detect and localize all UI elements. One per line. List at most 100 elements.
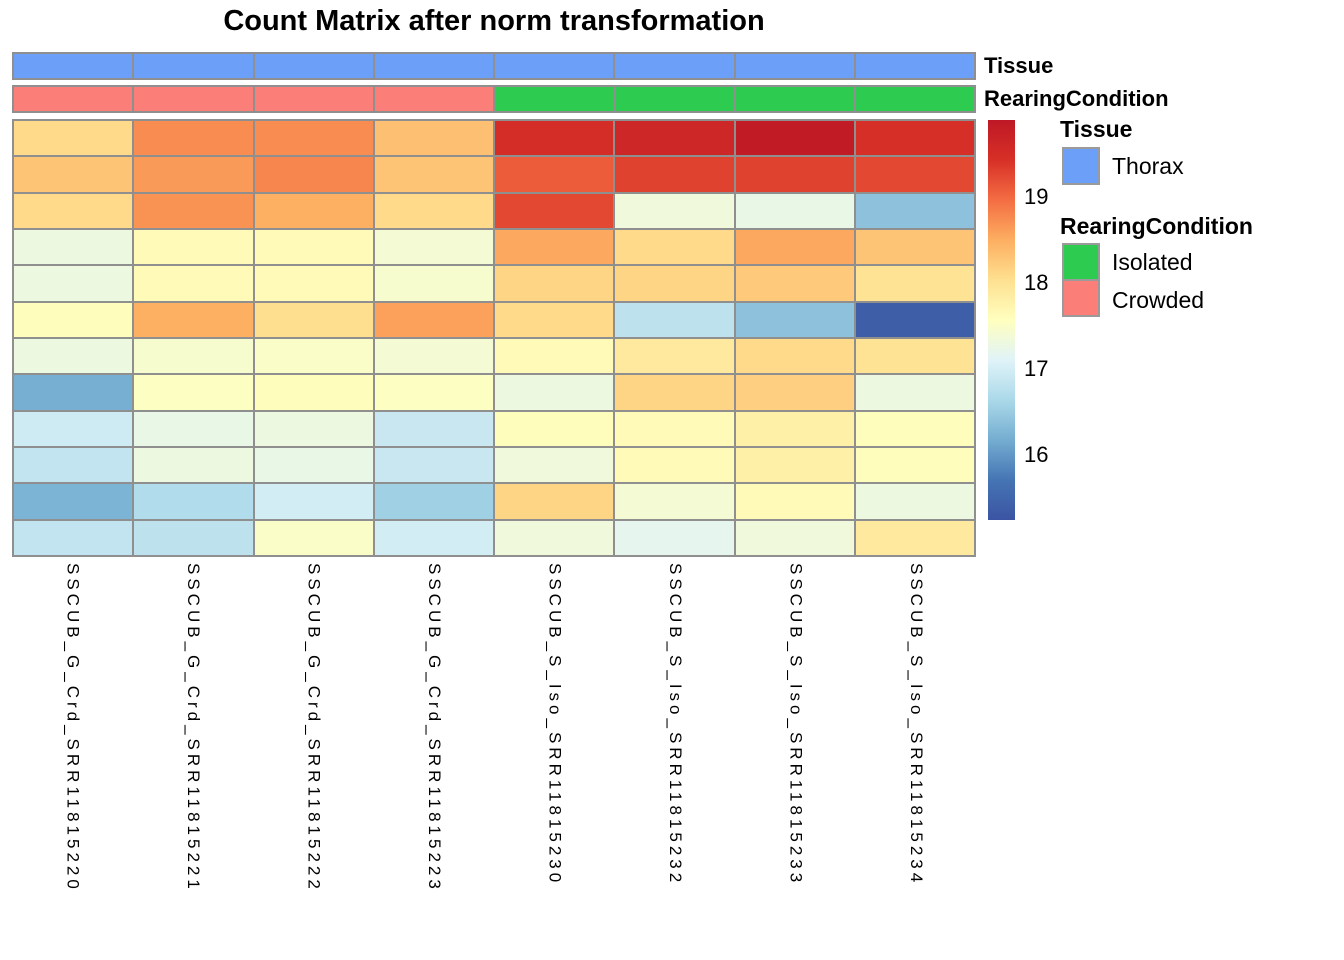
heatmap-cell-r12-c3	[254, 520, 373, 555]
heatmap-cell-r8-c5	[495, 375, 614, 410]
heatmap-cell-r6-c4	[374, 302, 493, 337]
heatmap-cell-r9-c3	[254, 411, 373, 446]
rearing-annotation-cell-6	[615, 87, 734, 111]
heatmap-cell-r9-c8	[855, 411, 974, 446]
heatmap-cell-r12-c8	[855, 520, 974, 555]
heatmap-cell-r12-c1	[14, 520, 133, 555]
heatmap-cell-r10-c7	[735, 447, 854, 483]
column-label-1: SSCUB_G_Crd_SRR11815220	[63, 563, 83, 893]
heatmap-cell-r10-c2	[134, 447, 253, 483]
heatmap-cell-r1-c2	[134, 121, 253, 156]
legend-rearing-condition-title: RearingCondition	[1060, 213, 1253, 239]
heatmap-cell-r4-c7	[735, 229, 854, 265]
page-title: Count Matrix after norm transformation	[223, 5, 765, 37]
colorbar-tick-17: 17	[1024, 356, 1049, 382]
heatmap-cell-r12-c2	[134, 520, 253, 555]
heatmap-cell-r11-c3	[254, 484, 373, 519]
heatmap-cell-r6-c8	[855, 302, 974, 337]
column-label-2: SSCUB_G_Crd_SRR11815221	[183, 563, 203, 893]
heatmap-cell-r1-c8	[855, 121, 974, 156]
heatmap-cell-r5-c8	[855, 266, 974, 301]
heatmap-cell-r7-c7	[735, 338, 854, 374]
heatmap-cell-r5-c4	[374, 266, 493, 301]
heatmap-cell-r8-c6	[615, 375, 734, 410]
heatmap-cell-r5-c7	[735, 266, 854, 301]
rearing-condition-annotation-bar	[12, 85, 976, 113]
tissue-annotation-cell-3	[254, 54, 373, 78]
heatmap-cell-r1-c1	[14, 121, 133, 156]
heatmap-cell-r9-c5	[495, 411, 614, 446]
heatmap-cell-r11-c1	[14, 484, 133, 519]
heatmap-cell-r8-c8	[855, 375, 974, 410]
heatmap-cell-r2-c3	[254, 157, 373, 192]
heatmap-cell-r12-c7	[735, 520, 854, 555]
heatmap-cell-r7-c1	[14, 338, 133, 374]
heatmap-cell-r11-c7	[735, 484, 854, 519]
heatmap-cell-r6-c2	[134, 302, 253, 337]
heatmap-cell-r12-c4	[374, 520, 493, 555]
heatmap-cell-r1-c5	[495, 121, 614, 156]
heatmap-cell-r9-c1	[14, 411, 133, 446]
heatmap-cell-r4-c6	[615, 229, 734, 265]
heatmap-cell-r12-c5	[495, 520, 614, 555]
heatmap-cell-r12-c6	[615, 520, 734, 555]
heatmap-cell-r1-c6	[615, 121, 734, 156]
rearing-annotation-cell-8	[855, 87, 974, 111]
rearing-annotation-cell-4	[374, 87, 493, 111]
rearing-annotation-cell-5	[495, 87, 614, 111]
heatmap-cell-r7-c2	[134, 338, 253, 374]
column-label-7: SSCUB_S_Iso_SRR11815233	[786, 563, 806, 887]
heatmap-cell-r2-c6	[615, 157, 734, 192]
column-label-5: SSCUB_S_Iso_SRR11815230	[545, 563, 565, 887]
heatmap-cell-r3-c7	[735, 193, 854, 228]
heatmap-cell-r5-c6	[615, 266, 734, 301]
heatmap-cell-r2-c5	[495, 157, 614, 192]
rearing-condition-annotation-label: RearingCondition	[984, 86, 1169, 111]
heatmap-cell-r11-c8	[855, 484, 974, 519]
heatmap-cell-r5-c1	[14, 266, 133, 301]
heatmap-cell-r4-c4	[374, 229, 493, 265]
heatmap-cell-r4-c2	[134, 229, 253, 265]
rearing-annotation-cell-7	[735, 87, 854, 111]
tissue-annotation-cell-6	[615, 54, 734, 78]
tissue-annotation-cell-7	[735, 54, 854, 78]
column-label-3: SSCUB_G_Crd_SRR11815222	[304, 563, 324, 893]
colorbar-tick-16: 16	[1024, 442, 1049, 468]
heatmap-cell-r3-c1	[14, 193, 133, 228]
rearing-annotation-cell-1	[14, 87, 133, 111]
tissue-annotation-cell-5	[495, 54, 614, 78]
heatmap-cell-r10-c5	[495, 447, 614, 483]
rearing-annotation-cell-2	[134, 87, 253, 111]
heatmap-cell-r8-c3	[254, 375, 373, 410]
column-label-4: SSCUB_G_Crd_SRR11815223	[424, 563, 444, 893]
tissue-annotation-cell-8	[855, 54, 974, 78]
heatmap-cell-r6-c5	[495, 302, 614, 337]
heatmap-cell-r3-c8	[855, 193, 974, 228]
heatmap-cell-r11-c2	[134, 484, 253, 519]
legend-swatch-crowded	[1062, 279, 1100, 317]
heatmap-cell-r5-c2	[134, 266, 253, 301]
colorbar-tick-18: 18	[1024, 270, 1049, 296]
heatmap-cell-r6-c1	[14, 302, 133, 337]
heatmap-cell-r2-c8	[855, 157, 974, 192]
heatmap-cell-r7-c5	[495, 338, 614, 374]
legend-label-isolated: Isolated	[1112, 249, 1193, 275]
heatmap-cell-r5-c5	[495, 266, 614, 301]
heatmap-cell-r4-c3	[254, 229, 373, 265]
heatmap-cell-r3-c4	[374, 193, 493, 228]
heatmap-cell-r11-c5	[495, 484, 614, 519]
heatmap-cell-r10-c8	[855, 447, 974, 483]
column-label-8: SSCUB_S_Iso_SRR11815234	[906, 563, 926, 887]
heatmap-cell-r7-c8	[855, 338, 974, 374]
heatmap-cell-r11-c4	[374, 484, 493, 519]
heatmap-cell-r9-c2	[134, 411, 253, 446]
heatmap-cell-r1-c4	[374, 121, 493, 156]
legend-swatch-thorax	[1062, 147, 1100, 185]
legend-tissue-title: Tissue	[1060, 116, 1133, 142]
heatmap-cell-r2-c4	[374, 157, 493, 192]
heatmap-cell-r2-c2	[134, 157, 253, 192]
heatmap-cell-r8-c2	[134, 375, 253, 410]
heatmap-cell-r10-c6	[615, 447, 734, 483]
heatmap-cell-r9-c4	[374, 411, 493, 446]
